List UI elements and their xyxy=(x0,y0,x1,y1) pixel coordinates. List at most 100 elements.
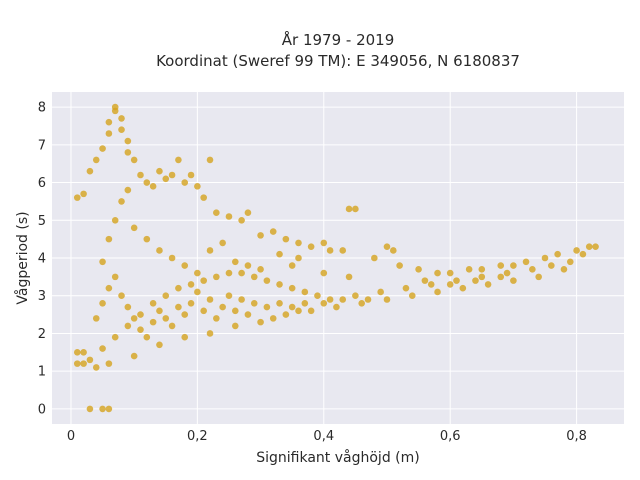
data-point xyxy=(276,281,283,288)
data-point xyxy=(130,352,138,360)
data-point xyxy=(573,247,580,254)
x-tick-label: 0,4 xyxy=(313,429,334,444)
data-point xyxy=(86,405,94,413)
x-tick-label: 0,8 xyxy=(566,429,587,444)
data-point xyxy=(263,303,271,311)
data-point xyxy=(257,232,264,239)
data-point xyxy=(124,303,132,311)
data-point xyxy=(339,247,347,254)
data-point xyxy=(213,209,220,217)
data-point xyxy=(371,254,378,262)
data-point xyxy=(352,205,359,213)
data-point xyxy=(118,292,125,300)
data-point xyxy=(149,299,157,307)
data-point xyxy=(162,292,170,300)
data-point xyxy=(326,296,334,303)
data-point xyxy=(181,179,189,186)
data-point xyxy=(168,254,176,262)
data-point xyxy=(288,262,296,269)
data-point xyxy=(181,311,189,318)
y-tick-label: 0 xyxy=(38,402,46,417)
data-point xyxy=(446,281,454,288)
data-point xyxy=(307,307,315,315)
data-point xyxy=(219,303,226,311)
data-point xyxy=(301,299,309,307)
data-point xyxy=(187,299,195,307)
data-point xyxy=(510,277,517,284)
data-point xyxy=(320,239,328,247)
data-point xyxy=(541,254,549,262)
data-point xyxy=(263,277,271,284)
data-point xyxy=(137,311,144,318)
data-point xyxy=(276,299,283,307)
y-tick-label: 2 xyxy=(38,327,46,342)
data-point xyxy=(295,254,302,262)
data-point xyxy=(86,356,94,364)
data-point xyxy=(383,243,391,250)
data-point xyxy=(105,284,113,292)
data-point xyxy=(156,167,163,175)
data-point xyxy=(231,322,239,330)
data-point xyxy=(200,194,207,201)
data-point xyxy=(86,167,94,175)
data-point xyxy=(421,277,429,284)
data-point xyxy=(244,311,252,318)
data-point xyxy=(231,307,239,315)
data-point xyxy=(73,194,81,201)
data-point xyxy=(288,284,296,292)
data-point xyxy=(225,269,233,277)
data-point xyxy=(434,269,441,277)
data-point xyxy=(446,269,454,277)
data-point xyxy=(175,303,182,311)
data-point xyxy=(231,258,239,266)
data-point xyxy=(111,273,119,281)
data-point xyxy=(295,239,302,247)
data-point xyxy=(307,243,315,250)
x-tick-label: 0 xyxy=(67,429,75,444)
data-point xyxy=(206,156,214,164)
data-point xyxy=(320,299,328,307)
data-point xyxy=(465,266,473,273)
data-point xyxy=(118,198,125,205)
data-point xyxy=(250,273,258,281)
data-point xyxy=(111,107,119,115)
data-point xyxy=(105,118,113,126)
data-point xyxy=(326,247,334,254)
data-point xyxy=(269,228,277,235)
data-point xyxy=(453,277,460,284)
data-point xyxy=(364,296,372,303)
data-point xyxy=(143,333,151,341)
grid-lines xyxy=(52,92,624,424)
data-point xyxy=(396,262,403,269)
data-point xyxy=(149,183,157,190)
data-point xyxy=(168,322,176,330)
data-point xyxy=(244,209,252,217)
data-point xyxy=(80,360,87,367)
data-point xyxy=(99,258,106,266)
data-point xyxy=(181,333,189,341)
y-tick-label: 8 xyxy=(38,101,46,116)
data-point xyxy=(194,269,201,277)
data-point xyxy=(301,288,309,296)
data-point xyxy=(244,262,252,269)
data-point xyxy=(238,269,245,277)
data-point xyxy=(314,292,321,300)
data-point xyxy=(105,360,113,367)
data-point xyxy=(175,284,182,292)
data-point xyxy=(118,126,125,134)
data-point xyxy=(225,292,233,300)
data-point xyxy=(333,303,340,311)
data-point xyxy=(320,269,328,277)
data-point xyxy=(503,269,511,277)
data-point xyxy=(345,273,353,281)
data-point xyxy=(592,243,599,250)
data-point xyxy=(522,258,530,266)
data-point xyxy=(219,239,226,247)
data-point xyxy=(529,266,536,273)
data-point xyxy=(213,273,220,281)
data-point xyxy=(73,349,81,356)
chart-subtitle: Koordinat (Sweref 99 TM): E 349056, N 61… xyxy=(156,52,520,70)
data-point xyxy=(478,273,486,281)
data-point xyxy=(156,341,163,349)
data-point xyxy=(206,330,214,337)
